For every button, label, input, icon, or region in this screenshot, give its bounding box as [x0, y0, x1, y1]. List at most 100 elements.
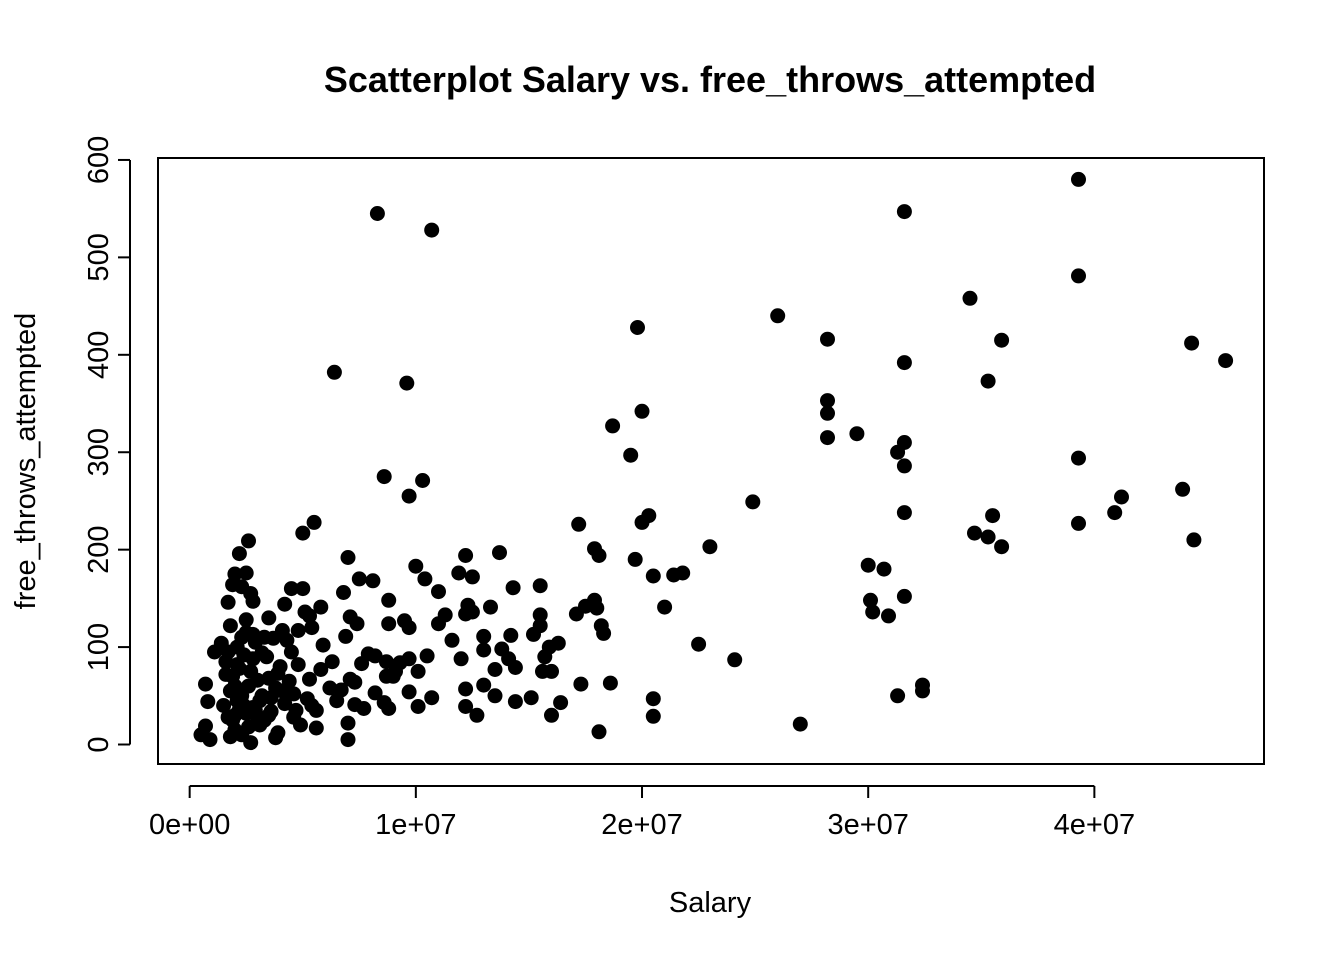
data-point	[591, 548, 607, 563]
data-point	[336, 585, 351, 600]
data-point	[295, 525, 311, 541]
data-point	[915, 683, 930, 699]
data-point	[231, 546, 247, 562]
data-point	[236, 647, 252, 663]
data-point	[645, 568, 661, 584]
data-point	[295, 581, 311, 597]
data-point	[453, 651, 469, 667]
data-point	[431, 616, 446, 632]
data-point	[476, 628, 492, 644]
data-point	[1114, 489, 1129, 505]
data-point	[385, 668, 401, 684]
data-point	[417, 571, 433, 587]
data-point	[376, 469, 392, 485]
data-point	[876, 561, 892, 577]
data-point	[657, 599, 673, 615]
data-point	[349, 616, 365, 632]
data-point	[820, 393, 835, 409]
data-point	[356, 701, 372, 716]
data-point	[338, 628, 354, 644]
data-point	[1071, 515, 1086, 531]
data-point	[200, 694, 216, 710]
data-point	[290, 657, 306, 673]
data-point	[571, 516, 587, 532]
data-point	[487, 688, 503, 704]
data-point	[985, 508, 1001, 524]
chart-title: Scatterplot Salary vs. free_throws_attem…	[324, 59, 1096, 100]
data-point	[591, 724, 607, 740]
data-point	[630, 320, 645, 335]
plot-frame	[157, 157, 1265, 765]
data-point	[281, 673, 297, 689]
data-point	[238, 565, 254, 581]
data-point	[419, 648, 435, 664]
y-axis-label: free_throws_attempted	[10, 313, 42, 610]
data-point	[256, 629, 272, 645]
data-point	[544, 663, 559, 679]
x-axis-label: Salary	[669, 887, 752, 919]
data-point	[252, 717, 268, 733]
data-point	[745, 494, 761, 510]
data-point	[351, 571, 367, 587]
y-tick-label: 500	[83, 233, 115, 281]
data-point	[573, 676, 589, 692]
data-point	[1071, 268, 1086, 284]
data-point	[994, 332, 1010, 348]
data-point	[424, 690, 440, 706]
data-point	[487, 662, 503, 677]
data-point	[290, 623, 306, 638]
data-point	[304, 620, 320, 636]
data-point	[896, 588, 912, 604]
data-point	[378, 654, 394, 670]
x-tick-label: 3e+07	[827, 809, 908, 841]
data-point	[627, 551, 643, 567]
data-point	[1175, 481, 1191, 497]
data-point	[770, 308, 786, 324]
data-point	[553, 695, 569, 711]
data-point	[367, 648, 383, 664]
data-point	[381, 592, 397, 608]
x-tick-label: 4e+07	[1054, 809, 1135, 841]
data-point	[238, 705, 254, 721]
data-point	[238, 612, 254, 628]
data-point	[313, 662, 329, 677]
data-point	[401, 488, 417, 504]
data-point	[896, 458, 912, 474]
data-point	[261, 707, 277, 723]
data-point	[967, 525, 982, 541]
data-point	[727, 652, 743, 668]
data-point	[279, 632, 295, 648]
data-point	[444, 632, 460, 648]
data-point	[492, 545, 507, 561]
data-point	[302, 671, 317, 687]
data-point	[220, 594, 236, 610]
data-point	[261, 610, 277, 626]
data-point	[340, 550, 356, 565]
data-point	[1218, 353, 1234, 369]
data-point	[245, 593, 261, 609]
data-point	[340, 715, 356, 731]
data-point	[451, 565, 467, 581]
data-point	[523, 690, 539, 706]
data-point	[329, 693, 345, 709]
data-point	[308, 720, 324, 736]
data-point	[860, 557, 876, 573]
data-point	[532, 578, 548, 594]
data-point	[299, 691, 315, 707]
data-point	[283, 581, 299, 597]
data-point	[526, 626, 541, 642]
data-point	[691, 636, 707, 652]
data-point	[424, 222, 440, 238]
data-point	[410, 663, 426, 679]
data-point	[277, 596, 293, 612]
data-point	[277, 696, 293, 712]
data-point	[259, 649, 275, 665]
data-point	[476, 677, 492, 693]
data-point	[286, 686, 302, 702]
data-point	[890, 444, 906, 460]
data-point	[431, 584, 446, 600]
data-point	[306, 514, 322, 530]
data-point	[645, 708, 661, 724]
data-point	[1107, 505, 1123, 521]
x-tick-label: 0e+00	[149, 809, 230, 841]
